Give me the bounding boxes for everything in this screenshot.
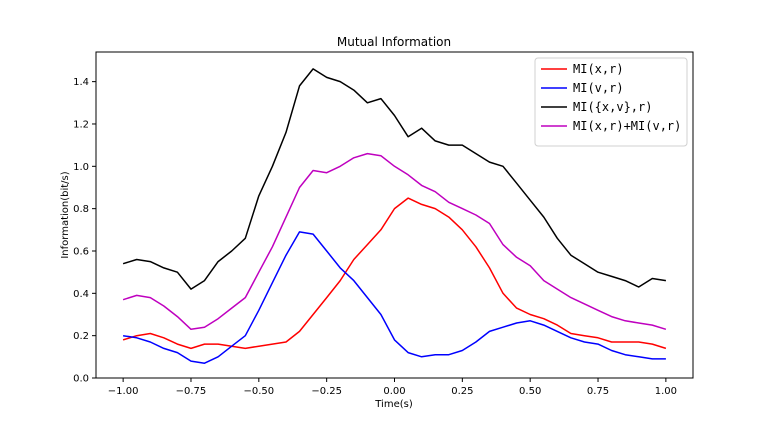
x-tick-label: −0.25	[311, 386, 342, 397]
y-tick-label: 1.0	[73, 162, 89, 173]
series-line-2	[122, 68, 667, 290]
y-axis-label: Information(bit/s)	[60, 171, 71, 258]
x-tick-label: −0.50	[243, 386, 274, 397]
y-tick-label: 0.0	[73, 374, 89, 385]
legend-box	[534, 57, 688, 147]
legend-label-1: MI(v,r)	[573, 81, 624, 95]
series-line-1	[122, 231, 666, 364]
x-tick-label: 0.75	[587, 386, 609, 397]
x-axis-label: Time(s)	[374, 399, 413, 410]
legend: MI(x,r) MI(v,r) MI({x,v},r) MI(x,r)+MI(v,r)	[534, 57, 688, 147]
x-tick-label: 0.25	[451, 386, 473, 397]
x-tick-label: −1.00	[108, 386, 139, 397]
y-tick-label: 1.2	[73, 119, 89, 130]
axis-ticks: −1.00 −0.75 −0.50 −0.25 0.00 0.25 0.50 0.75 1.00…	[73, 77, 677, 397]
legend-label-2: MI({x,v},r)	[573, 100, 652, 114]
legend-label-3: MI(x,r)+MI(v,r)	[573, 119, 681, 133]
legend-label-0: MI(x,r)	[573, 62, 624, 76]
y-tick-label: 0.6	[73, 246, 89, 257]
series-line-0	[122, 197, 667, 350]
x-tick-label: 1.00	[655, 386, 677, 397]
series-line-3	[122, 152, 667, 331]
y-tick-label: 0.2	[73, 331, 89, 342]
chart-title: Mutual Information	[337, 35, 451, 49]
y-tick-label: 0.8	[73, 204, 89, 215]
x-tick-label: 0.00	[383, 386, 405, 397]
x-tick-label: −0.75	[176, 386, 207, 397]
x-tick-label: 0.50	[519, 386, 541, 397]
y-tick-label: 1.4	[73, 77, 89, 88]
y-tick-label: 0.4	[73, 289, 89, 300]
plot-area	[122, 68, 667, 364]
